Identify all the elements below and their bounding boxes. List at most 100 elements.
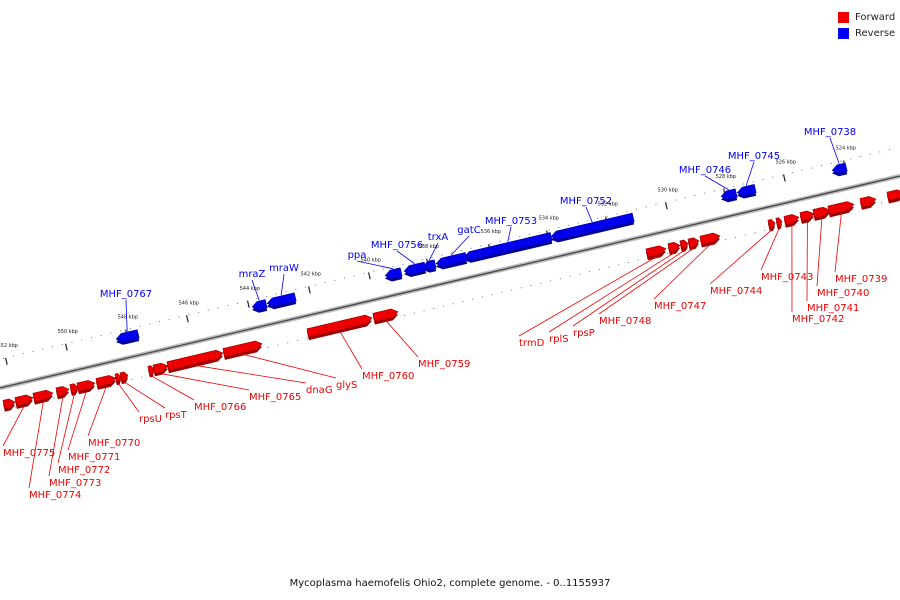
- gene-label-mhf-0748: MHF_0748: [599, 316, 651, 327]
- gene-leader-mhf-0765: [160, 373, 250, 391]
- gene-arrow-mhf-0760: [306, 314, 373, 338]
- gene-label-mhf-0747: MHF_0747: [654, 301, 706, 312]
- gene-leader-glys: [242, 353, 337, 379]
- gene-label-mhf-0752: MHF_0752: [560, 196, 612, 207]
- gene-label-mhf-0771: MHF_0771: [68, 452, 120, 463]
- gene-arrow-mraz: [251, 299, 268, 311]
- gene-label-mhf-0773: MHF_0773: [49, 478, 101, 489]
- gene-leader-mhf-0740: [816, 217, 823, 287]
- gene-arrow-mhf-0738: [831, 162, 848, 174]
- scale-tick-label: 528 kbp: [716, 174, 736, 180]
- gene-leader-mhf-0772: [57, 393, 75, 464]
- gene-leader-mhf-0774: [28, 401, 44, 489]
- gene-leader-trxa: [428, 242, 439, 261]
- scale-tick-label: 536 kbp: [481, 229, 501, 235]
- genome-axis-line: [0, 175, 900, 389]
- gene-label-rpst: rpsT: [165, 410, 188, 421]
- scale-tick-label: 538 kbp: [419, 244, 439, 250]
- gene-arrow-gatc: [435, 252, 468, 267]
- gene-label-mhf-0753: MHF_0753: [485, 216, 537, 227]
- gene-arrow-mhf-0759: [372, 308, 399, 322]
- scale-tick: [782, 174, 786, 182]
- gene-arrow-glys: [222, 340, 263, 358]
- gene-arrow-ppa: [384, 267, 403, 279]
- gene-leader-dnag: [195, 365, 307, 384]
- gene-label-mraw: mraW: [269, 263, 299, 274]
- gene-label-mhf-0738: MHF_0738: [804, 127, 856, 138]
- scale-tick: [4, 357, 8, 365]
- scale-tick-label: 534 kbp: [539, 215, 559, 221]
- gene-label-rpls: rplS: [549, 334, 569, 345]
- gene-label-mhf-0746: MHF_0746: [679, 165, 731, 176]
- gene-label-dnag: dnaG: [306, 385, 333, 396]
- gene-leader-mhf-0771: [67, 390, 87, 451]
- gene-label-mhf-0745: MHF_0745: [728, 151, 780, 162]
- gene-label-mraz: mraZ: [239, 269, 266, 280]
- gene-arrow-mhf-0773: [55, 386, 70, 397]
- gene-label-rpsp: rpsP: [573, 328, 595, 339]
- gene-arrow-rpst: [119, 371, 129, 382]
- gene-label-mhf-0760: MHF_0760: [362, 371, 414, 382]
- gene-leader-mhf-0760: [339, 331, 363, 370]
- gene-arrow-mhf-0753: [463, 232, 553, 261]
- gene-leader-trmd: [518, 256, 657, 337]
- gene-leader-mhf-0752: [585, 206, 593, 223]
- gene-arrow-unlabeled: [859, 196, 877, 208]
- scale-tick-label: 526 kbp: [776, 160, 796, 166]
- gene-label-mhf-0775: MHF_0775: [3, 448, 55, 459]
- legend-item-reverse: Reverse: [838, 25, 895, 41]
- scale-tick-label: 548 kbp: [118, 315, 138, 321]
- gene-label-mhf-0767: MHF_0767: [100, 289, 152, 300]
- gene-arrow-rpsu: [114, 373, 122, 383]
- gene-arrow-mhf-0767: [115, 329, 140, 343]
- gene-label-trxa: trxA: [428, 232, 449, 243]
- gene-label-rpsu: rpsU: [139, 414, 162, 425]
- scale-tick: [307, 286, 311, 294]
- gene-arrow-mhf-0740: [812, 206, 831, 219]
- gene-label-mhf-0774: MHF_0774: [29, 490, 81, 501]
- reverse-scale-rail: [0, 148, 894, 360]
- scale-tick-label: 550 kbp: [58, 329, 78, 335]
- legend-forward-label: Forward: [855, 11, 896, 23]
- gene-label-mhf-0766: MHF_0766: [194, 402, 246, 413]
- gene-arrow-mraw: [266, 292, 297, 307]
- gene-label-mhf-0740: MHF_0740: [817, 288, 869, 299]
- legend-item-forward: Forward: [838, 9, 895, 25]
- gene-label-mhf-0739: MHF_0739: [835, 274, 887, 285]
- gene-arrow-rpsp: [679, 239, 689, 250]
- gene-leader-mhf-0746: [704, 175, 729, 191]
- gene-arrow-mhf-0766: [147, 365, 155, 375]
- gene-arrow-trxa: [422, 259, 437, 270]
- gene-leader-rpsu: [118, 383, 140, 413]
- gene-label-mhf-0770: MHF_0770: [88, 438, 140, 449]
- gene-arrow-mhf-0765: [152, 362, 169, 374]
- scale-tick: [246, 300, 250, 308]
- gene-arrow-mhf-0742: [783, 214, 800, 226]
- gene-arrow-mhf-0772: [69, 383, 79, 394]
- scale-tick-label: 530 kbp: [658, 187, 678, 193]
- gene-label-glys: glyS: [336, 380, 357, 391]
- forward-swatch: [838, 11, 849, 23]
- gene-leader-mhf-0738: [829, 137, 840, 164]
- gene-leader-mhf-0745: [745, 161, 755, 186]
- gene-leader-mhf-0767: [125, 299, 128, 332]
- gene-label-gatc: gatC: [457, 225, 480, 236]
- gene-label-mhf-0744: MHF_0744: [710, 286, 762, 297]
- gene-leader-mraz: [251, 279, 260, 301]
- scale-tick-label: 524 kbp: [836, 146, 856, 152]
- gene-label-ppa: ppa: [348, 250, 367, 261]
- scale-tick: [367, 272, 371, 280]
- gene-label-mhf-0772: MHF_0772: [58, 465, 110, 476]
- gene-arrow-unlabeled: [2, 398, 16, 410]
- scale-tick: [664, 202, 668, 210]
- gene-leader-mhf-0743: [760, 227, 780, 271]
- gene-label-mhf-0743: MHF_0743: [761, 272, 813, 283]
- gene-leader-mhf-0766: [151, 375, 195, 401]
- gene-arrow-mhf-0748: [687, 237, 700, 248]
- gene-arrow-rpls: [667, 241, 681, 253]
- gene-arrow-mhf-0745: [736, 184, 757, 196]
- gene-arrow-mhf-0743: [775, 217, 783, 227]
- scale-tick-label: 540 kbp: [361, 257, 381, 263]
- gene-arrow-mhf-0741: [799, 210, 815, 222]
